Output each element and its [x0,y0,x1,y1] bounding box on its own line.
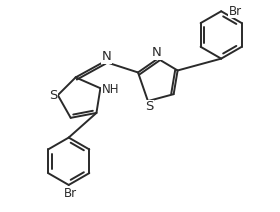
Text: N: N [101,50,111,63]
Text: Br: Br [228,5,242,18]
Text: S: S [49,89,57,102]
Text: S: S [145,100,153,113]
Text: N: N [152,46,162,59]
Text: Br: Br [64,187,77,200]
Text: NH: NH [102,83,119,96]
